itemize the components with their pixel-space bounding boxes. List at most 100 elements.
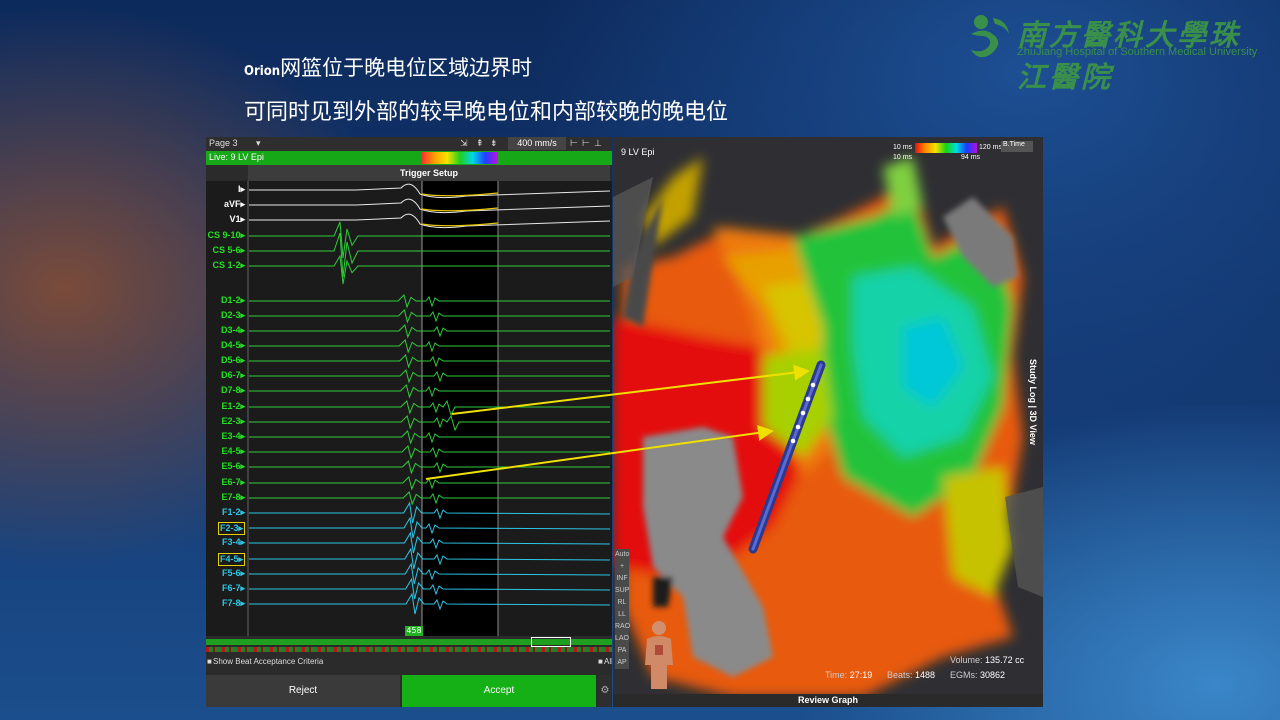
trigger-overlay-trace	[421, 222, 499, 227]
channel-label[interactable]: V1▸	[229, 214, 245, 224]
view-btn-pa[interactable]: PA	[615, 645, 629, 657]
beat-timeline[interactable]	[206, 637, 612, 655]
channel-label[interactable]: aVF▸	[223, 199, 245, 209]
egm-trace	[249, 399, 610, 417]
beats-stat: Beats: 1488	[887, 670, 935, 680]
channel-label[interactable]: I▸	[237, 184, 245, 194]
trigger-setup-header[interactable]: Trigger Setup	[248, 165, 610, 181]
egm-trace	[249, 324, 610, 339]
settings-icon[interactable]: ⚙	[598, 675, 612, 707]
channel-label[interactable]: E2-3▸	[221, 416, 245, 426]
hospital-name-cn: 南方醫科大學珠江醫院	[1017, 18, 1242, 94]
channel-label[interactable]: D5-6▸	[220, 355, 245, 365]
beats-label: Beats:	[887, 670, 913, 680]
channel-label[interactable]: D7-8▸	[220, 385, 245, 395]
egms-stat: EGMs: 30862	[950, 670, 1005, 680]
tool-icon-2[interactable]: ⇞	[476, 138, 484, 148]
view-btn-ap[interactable]: AP	[615, 657, 629, 669]
page-dropdown-icon[interactable]: ▾	[256, 138, 261, 148]
channel-label[interactable]: CS 9-10▸	[207, 230, 245, 240]
trigger-window[interactable]	[422, 181, 498, 636]
tool-icon-3[interactable]: ⇟	[490, 138, 498, 148]
trigger-overlay-trace	[421, 192, 499, 197]
channel-label[interactable]: CS 5-6▸	[212, 245, 245, 255]
beat-acceptance-row: ■ Show Beat Acceptance Criteria ■ All	[206, 656, 612, 670]
view-btn-inf[interactable]: INF	[615, 573, 629, 585]
channel-label[interactable]: E3-4▸	[221, 431, 245, 441]
study-log-tab[interactable]: Study Log | 3D View	[1028, 359, 1038, 445]
channel-label[interactable]: F7-8▸	[221, 598, 245, 608]
channel-label[interactable]: D2-3▸	[220, 310, 245, 320]
channel-label[interactable]: F4-5▸	[217, 553, 245, 566]
egm-toolbar: Page 3 ▾ ⇲ ⇞ ⇟ 400 mm/s ⊢ ⊢ ⊥	[206, 137, 612, 151]
egm-trace	[249, 414, 610, 432]
show-beat-label[interactable]: Show Beat Acceptance Criteria	[213, 657, 324, 666]
tool-icon-5[interactable]: ⊢	[582, 138, 590, 148]
egm-trace	[249, 577, 611, 600]
egm-trace	[249, 213, 611, 229]
orientation-figure-icon[interactable]	[641, 619, 677, 691]
egms-label: EGMs:	[950, 670, 978, 680]
channel-label[interactable]: D1-2▸	[220, 295, 245, 305]
view-btn-plus[interactable]: +	[615, 561, 629, 573]
3d-map-panel: 9 LV Epi 10 ms 10 ms 94 ms 120 ms B.Time…	[613, 137, 1043, 707]
view-btn-sup[interactable]: SUP	[615, 585, 629, 597]
time-marker[interactable]: 458	[405, 626, 423, 636]
view-btn-ll[interactable]: LL	[615, 609, 629, 621]
legend-colorbar	[915, 143, 977, 153]
egm-trace	[249, 221, 610, 259]
live-colorbar	[422, 152, 498, 164]
legend-min: 10 ms	[893, 144, 913, 151]
channel-label[interactable]: E4-5▸	[221, 446, 245, 456]
sweep-speed-select[interactable]: 400 mm/s	[508, 137, 566, 150]
channel-label[interactable]: F2-3▸	[217, 522, 245, 535]
legend-min2: 10 ms	[893, 154, 913, 161]
hospital-name-en: ZhuJiang Hospital of Southern Medical Un…	[1017, 46, 1258, 58]
review-graph-bar[interactable]: Review Graph	[613, 694, 1043, 707]
channel-label[interactable]: D3-4▸	[220, 325, 245, 335]
hospital-emblem-icon	[971, 15, 1009, 58]
channel-label[interactable]: F6-7▸	[221, 583, 245, 593]
all-checkbox[interactable]: ■	[598, 657, 603, 666]
heading-line1-text: 网篮位于晚电位区域边界时	[280, 56, 533, 80]
hospital-logo: 南方醫科大學珠江醫院 ZhuJiang Hospital of Southern…	[965, 8, 1270, 94]
reject-button[interactable]: Reject	[206, 675, 400, 707]
channel-label[interactable]: E6-7▸	[221, 477, 245, 487]
tool-icon-4[interactable]: ⊢	[570, 138, 578, 148]
slide-heading-line2: 可同时见到外部的较早晚电位和内部较晚的晚电位	[244, 100, 729, 125]
channel-label[interactable]: D4-5▸	[220, 340, 245, 350]
page-selector[interactable]: Page 3	[209, 138, 238, 148]
channel-label[interactable]: F1-2▸	[221, 507, 245, 517]
view-btn-lao[interactable]: LAO	[615, 633, 629, 645]
view-btn-rao[interactable]: RAO	[615, 621, 630, 633]
channel-label[interactable]: CS 1-2▸	[212, 260, 245, 270]
channel-label[interactable]: F5-6▸	[221, 568, 245, 578]
show-beat-checkbox[interactable]: ■	[207, 657, 212, 666]
egms-value: 30862	[980, 670, 1006, 680]
view-btn-rl[interactable]: RL	[615, 597, 629, 609]
tool-icon-6[interactable]: ⊥	[594, 138, 602, 148]
egm-trace-plot	[247, 181, 611, 636]
volume-stat: Volume: 135.72 cc	[950, 655, 1024, 665]
egm-trace	[249, 339, 610, 354]
heading-catheter-name: Orion	[244, 64, 281, 79]
timeline-beat-track	[206, 647, 612, 652]
channel-label[interactable]: D6-7▸	[220, 370, 245, 380]
tool-icon-1[interactable]: ⇲	[460, 138, 468, 148]
timeline-selection[interactable]	[531, 637, 571, 647]
egm-trace	[249, 384, 610, 399]
accept-button[interactable]: Accept	[402, 675, 596, 707]
map-mode-select[interactable]: B.Time	[1001, 141, 1033, 152]
all-label[interactable]: All	[604, 657, 612, 666]
legend-max: 120 ms	[979, 144, 1002, 151]
volume-label: Volume:	[950, 655, 983, 665]
channel-label[interactable]: E7-8▸	[221, 492, 245, 502]
egm-trace	[249, 476, 610, 491]
time-value: 27:19	[849, 670, 873, 680]
channel-label[interactable]: E1-2▸	[221, 401, 245, 411]
channel-label[interactable]: F3-4▸	[221, 537, 245, 547]
view-btn-auto[interactable]: Auto	[615, 549, 629, 561]
timeline-green-track	[206, 639, 612, 645]
channel-label[interactable]: E5-6▸	[221, 461, 245, 471]
activation-map[interactable]	[613, 137, 1043, 707]
